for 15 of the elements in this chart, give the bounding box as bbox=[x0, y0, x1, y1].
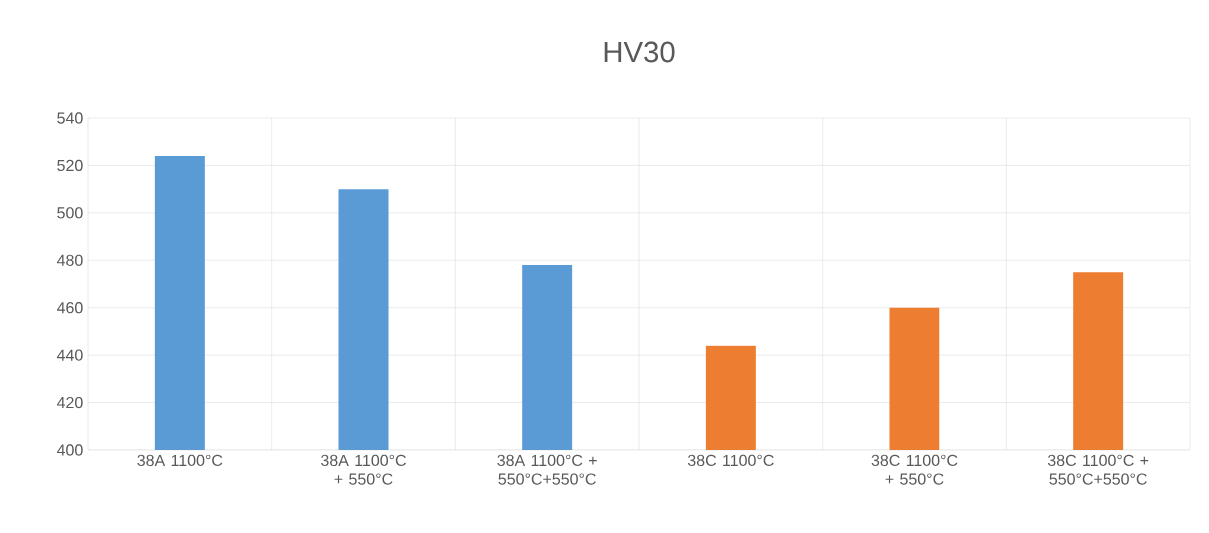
y-tick-label: 460 bbox=[56, 302, 83, 314]
x-tick-label: 38A 1100°C + 550°C+550°C bbox=[497, 454, 597, 485]
y-tick-label: 520 bbox=[57, 159, 83, 172]
chart-title: HV30 bbox=[604, 41, 675, 63]
x-tick-label: 38C 1100°C + 550°C+550°C bbox=[1047, 454, 1149, 485]
y-tick-label: 540 bbox=[57, 112, 83, 124]
y-tick-label: 420 bbox=[56, 396, 83, 409]
y-tick-label: 440 bbox=[56, 349, 83, 361]
x-tick-label: 38A 1100°C + 550°C bbox=[321, 454, 406, 485]
x-tick-label: 38C 1100°C bbox=[687, 454, 774, 467]
y-tick-label: 480 bbox=[56, 254, 83, 266]
x-tick-label: 38C 1100°C + 550°C bbox=[871, 454, 958, 485]
x-tick-label: 38A 1100°C bbox=[137, 454, 223, 467]
y-tick-label: 500 bbox=[57, 207, 83, 219]
y-tick-label: 400 bbox=[56, 444, 83, 456]
